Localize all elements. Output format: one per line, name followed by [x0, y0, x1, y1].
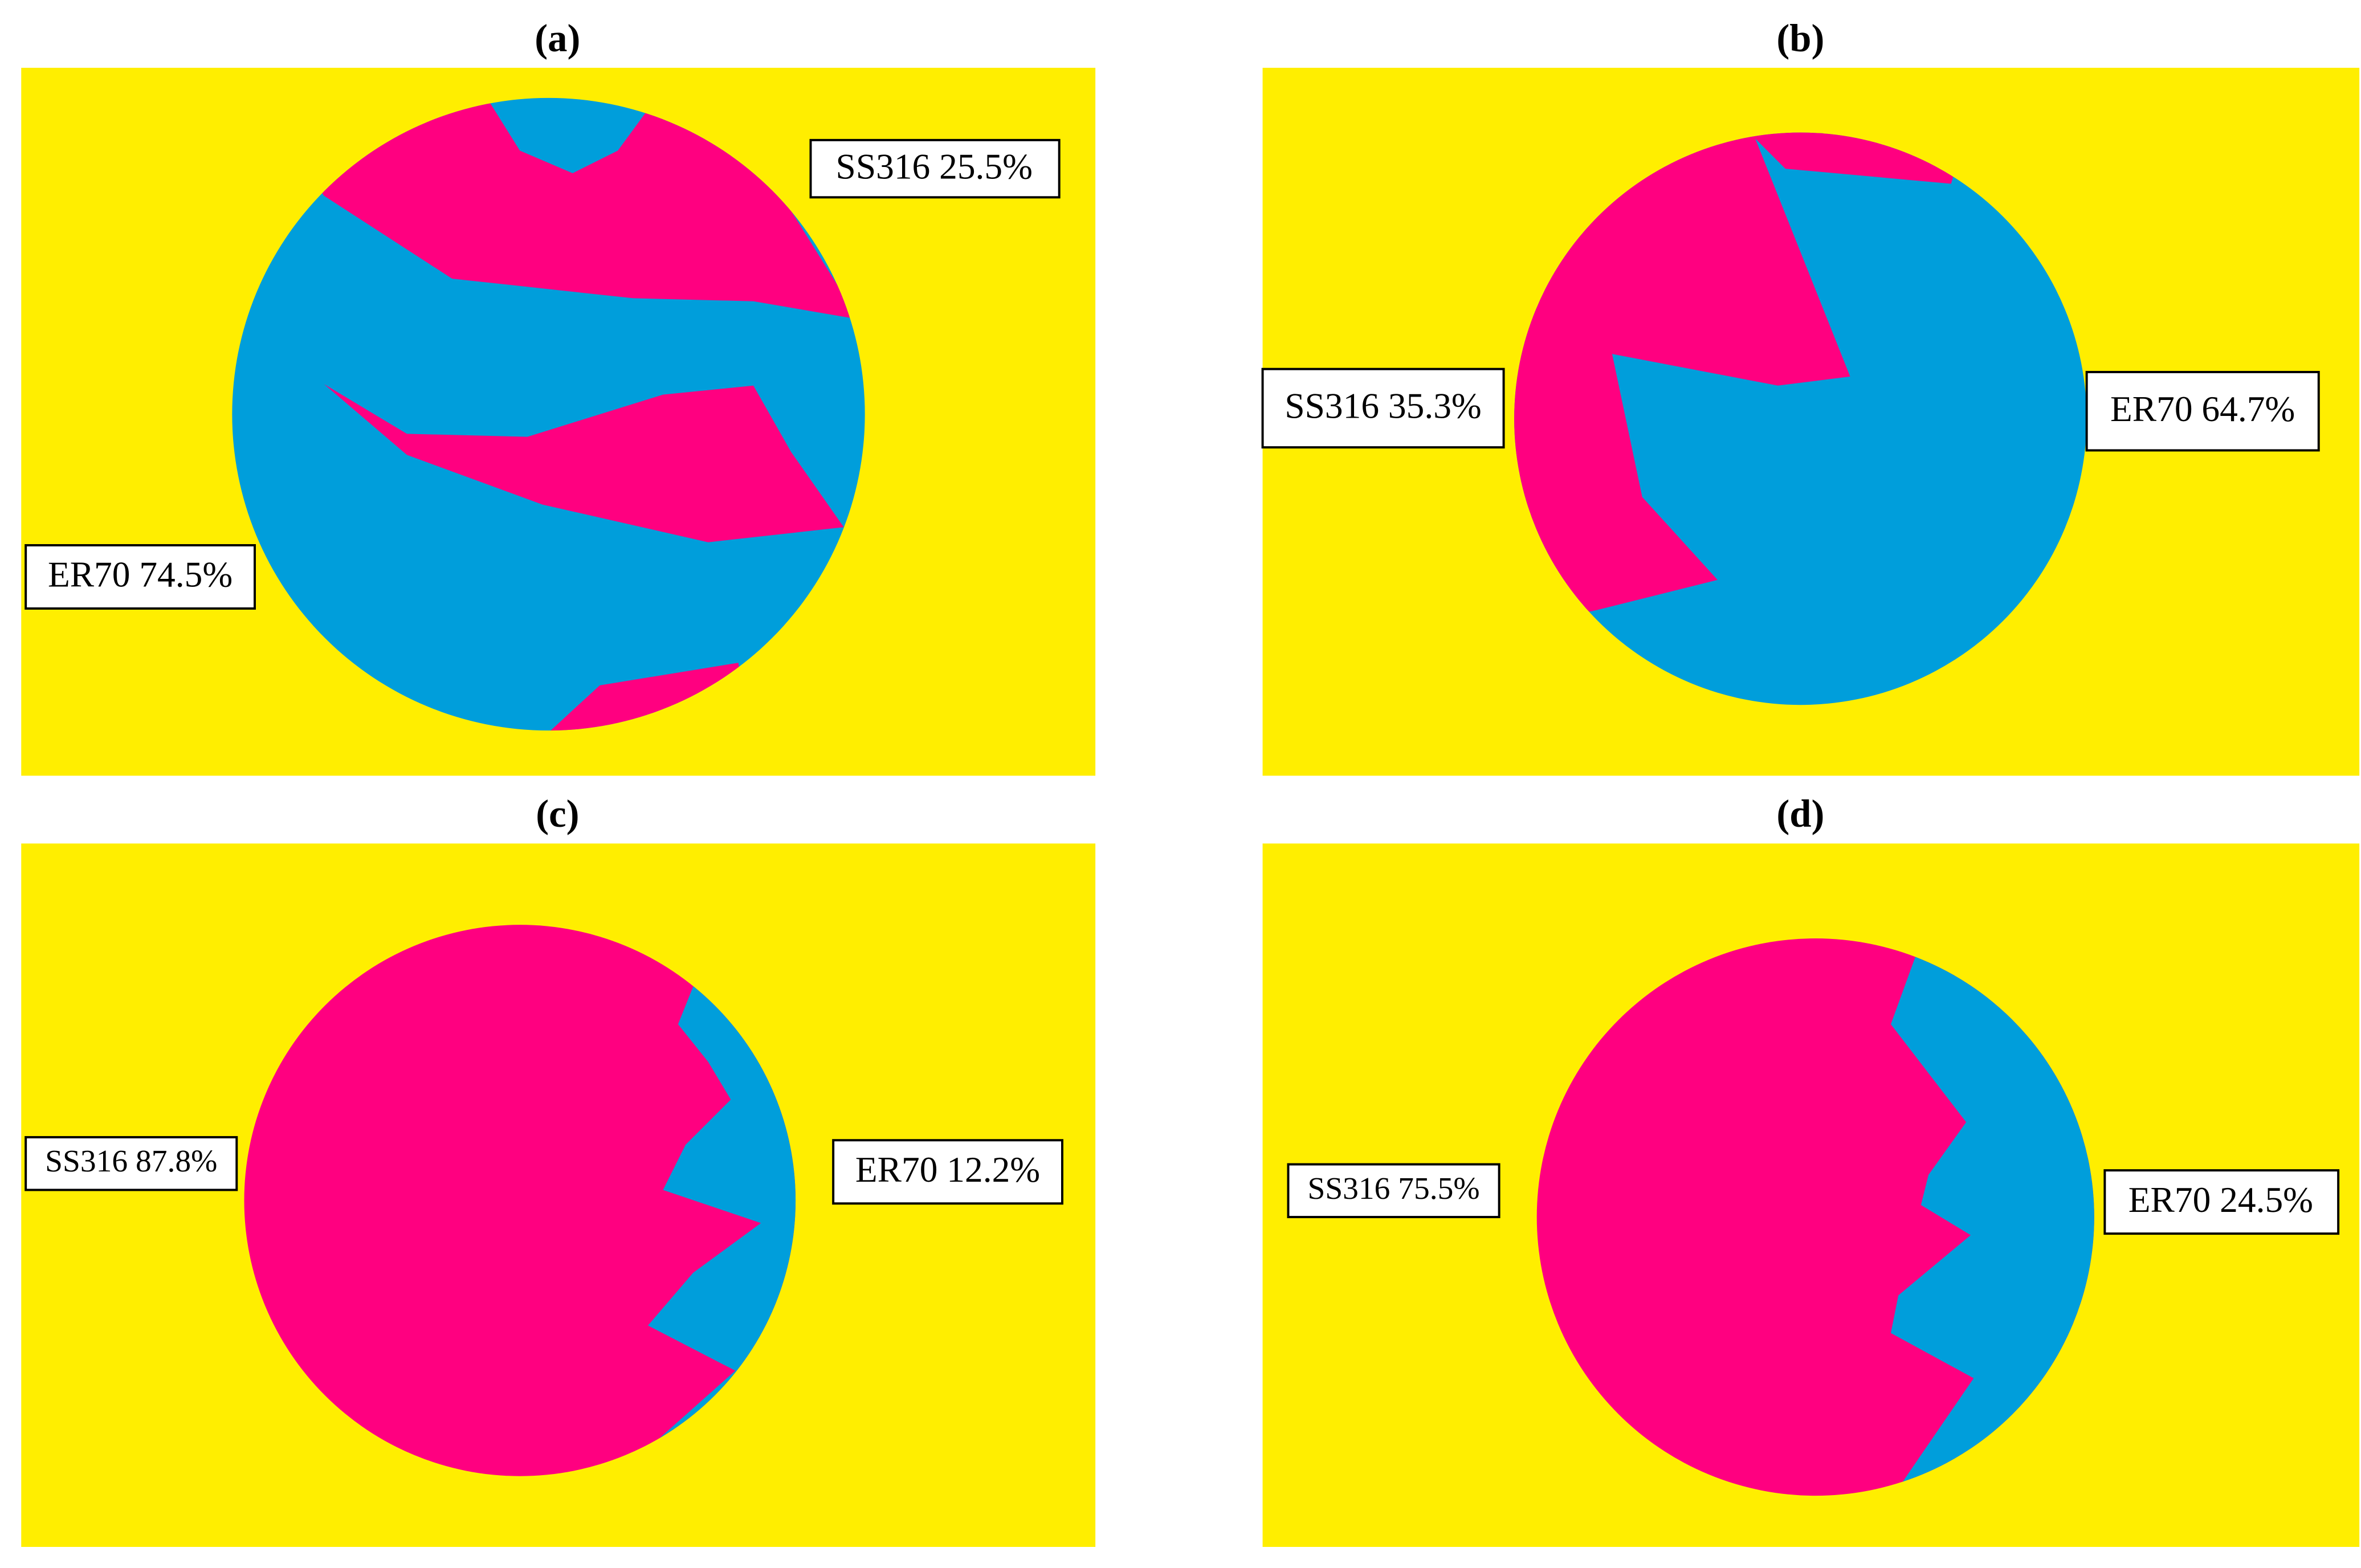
ss316-regions — [1514, 132, 1974, 633]
annotation-box — [1287, 1163, 1500, 1219]
annotation: ER70 64.7% — [2110, 389, 2295, 429]
panel-label: (d) — [1776, 792, 1824, 835]
annotation: SS316 75.5% — [1307, 1171, 1479, 1206]
annotation-box — [1261, 368, 1505, 449]
annotation: ER70 24.5% — [2128, 1179, 2313, 1220]
panel-label: (a) — [535, 17, 580, 60]
ss316-region — [542, 663, 754, 731]
annotation: SS316 25.5% — [836, 146, 1033, 186]
annotation: ER70 74.5% — [48, 554, 233, 595]
panel-b: (b) SS316 35.3% ER70 64.7% — [1261, 17, 2360, 776]
panel-label: (c) — [536, 792, 579, 835]
ss316-region — [301, 102, 859, 320]
annotation-box — [2103, 1169, 2340, 1235]
ss316-region — [324, 384, 844, 542]
panel-a: (a) SS316 25.5% ER70 74.5% — [21, 17, 1096, 776]
panel-label: (b) — [1776, 17, 1824, 60]
ss316-region — [1514, 132, 1974, 633]
annotation-box — [832, 1139, 1063, 1205]
annotation-box — [809, 138, 1061, 199]
annotation-box — [25, 544, 256, 610]
panel-c: (c) SS316 87.8% ER70 12.2% — [21, 792, 1096, 1547]
annotation: SS316 87.8% — [45, 1144, 217, 1179]
annotation-box — [25, 1136, 238, 1191]
annotation-box — [2085, 370, 2320, 452]
annotation: ER70 12.2% — [855, 1149, 1040, 1190]
panel-d: (d) SS316 75.5% ER70 24.5% — [1262, 792, 2360, 1547]
ss316-regions — [301, 102, 859, 731]
ss316-region — [244, 925, 796, 1476]
annotation: SS316 35.3% — [1285, 386, 1481, 426]
